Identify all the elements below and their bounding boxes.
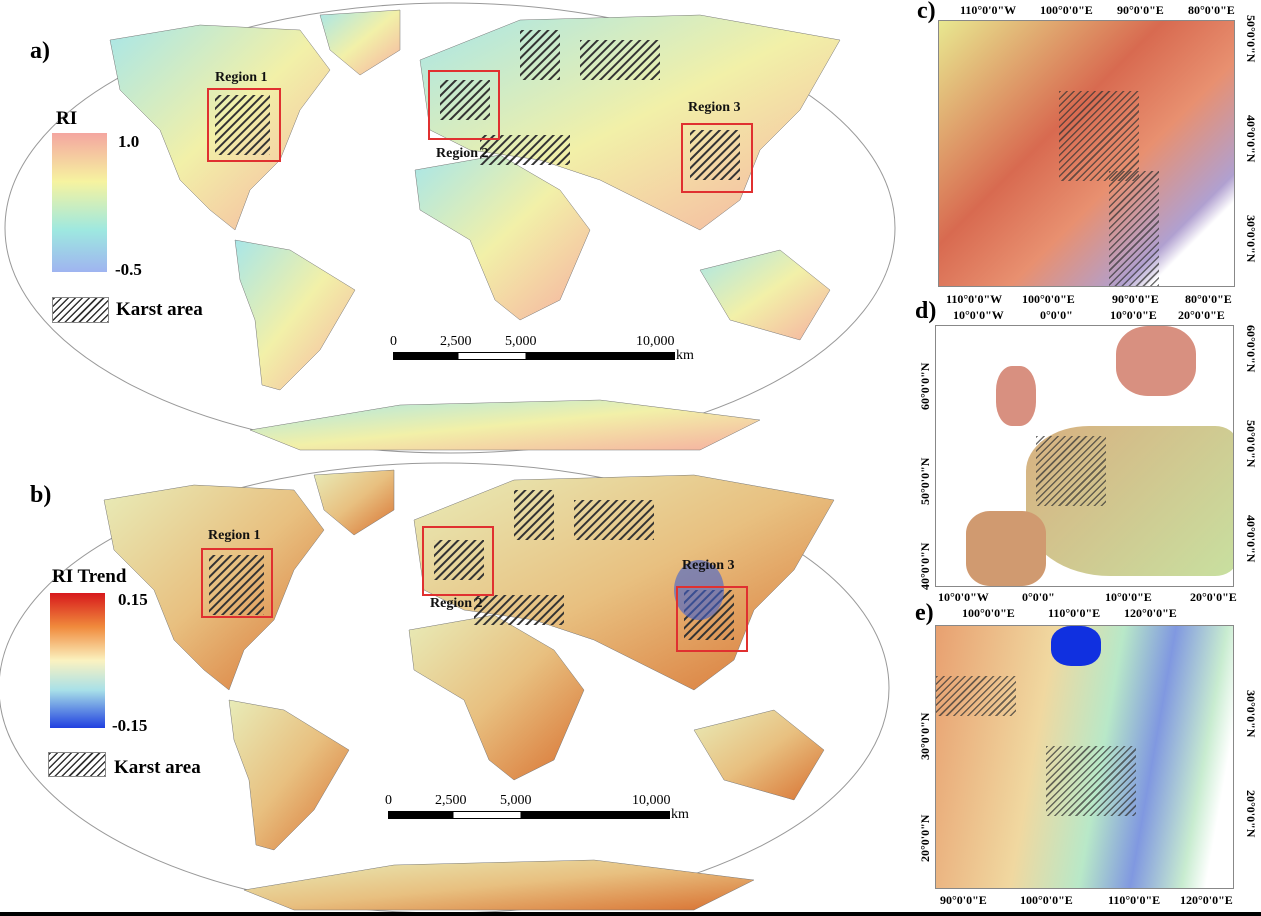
scale-tick: 5,000 — [500, 793, 532, 808]
lon-label: 10°0'0"E — [1105, 590, 1152, 604]
region-3-box — [676, 586, 748, 652]
lat-label: 30°0'0"N — [1244, 215, 1258, 263]
lon-label: 110°0'0"E — [1108, 893, 1161, 907]
region-2-box — [428, 70, 500, 140]
lon-label: 80°0'0"E — [1185, 292, 1232, 306]
scale-unit: km — [671, 807, 689, 822]
region-1-label: Region 1 — [208, 528, 261, 543]
lon-label: 100°0'0"E — [1040, 3, 1093, 17]
scale-tick: 0 — [390, 334, 397, 349]
region-2-inset-map — [935, 325, 1234, 587]
scale-tick: 0 — [385, 793, 392, 808]
region-1-inset-map — [938, 20, 1235, 287]
region-2-label: Region 2 — [436, 146, 489, 161]
lat-label: 60°0'0"N — [1244, 325, 1258, 373]
karst-swatch — [52, 297, 109, 323]
scale-tick: 2,500 — [435, 793, 467, 808]
lat-label: 50°0'0"N — [918, 457, 932, 505]
region-1-box — [201, 548, 273, 618]
region-1-label: Region 1 — [215, 70, 268, 85]
lon-label: 10°0'0"W — [953, 308, 1004, 322]
region-3-inset-map — [935, 625, 1234, 889]
karst-label: Karst area — [114, 757, 201, 778]
lon-label: 110°0'0"E — [1048, 606, 1101, 620]
lon-label: 120°0'0"E — [1124, 606, 1177, 620]
lat-label: 40°0'0"N — [918, 542, 932, 590]
lon-label: 90°0'0"E — [1117, 3, 1164, 17]
lat-label: 30°0'0"N — [918, 712, 932, 760]
panel-a-map — [4, 2, 896, 454]
lat-label: 30°0'0"N — [1244, 690, 1258, 738]
karst-swatch — [48, 752, 106, 777]
ri-trend-legend-title: RI Trend — [52, 566, 127, 587]
lon-label: 110°0'0"W — [946, 292, 1003, 306]
scale-bar-b — [388, 811, 670, 819]
region-2-box — [422, 526, 494, 596]
lat-label: 40°0'0"N — [1244, 515, 1258, 563]
lat-label: 40°0'0"N — [1244, 115, 1258, 163]
lon-label: 110°0'0"W — [960, 3, 1017, 17]
lon-label: 90°0'0"E — [940, 893, 987, 907]
ri-min: -0.5 — [115, 260, 142, 279]
region-3-box — [681, 123, 753, 193]
ri-trend-max: 0.15 — [118, 590, 148, 609]
scale-tick: 10,000 — [636, 334, 675, 349]
panel-b-label: b) — [30, 482, 52, 508]
lon-label: 20°0'0"E — [1178, 308, 1225, 322]
lon-label: 0°0'0" — [1022, 590, 1055, 604]
scale-tick: 5,000 — [505, 334, 537, 349]
panel-e-label: e) — [915, 600, 934, 626]
lon-label: 80°0'0"E — [1188, 3, 1235, 17]
panel-d-label: d) — [915, 298, 937, 325]
lon-label: 0°0'0" — [1040, 308, 1073, 322]
ri-colorbar — [52, 133, 107, 272]
lon-label: 120°0'0"E — [1180, 893, 1233, 907]
region-3-label: Region 3 — [682, 558, 735, 573]
ri-max: 1.0 — [118, 132, 140, 151]
lon-label: 100°0'0"E — [962, 606, 1015, 620]
ri-trend-min: -0.15 — [112, 716, 148, 735]
region-2-label: Region 2 — [430, 596, 483, 611]
lon-label: 100°0'0"E — [1022, 292, 1075, 306]
lat-label: 50°0'0"N — [1244, 15, 1258, 63]
karst-label: Karst area — [116, 299, 203, 320]
bottom-border — [0, 912, 1261, 916]
scale-unit: km — [676, 348, 694, 363]
scale-bar-a — [393, 352, 675, 360]
lon-label: 10°0'0"E — [1110, 308, 1157, 322]
panel-a-label: a) — [30, 38, 50, 64]
lon-label: 20°0'0"E — [1190, 590, 1237, 604]
ri-legend-title: RI — [56, 108, 78, 129]
region-1-box — [207, 88, 281, 162]
lon-label: 100°0'0"E — [1020, 893, 1073, 907]
lat-label: 20°0'0"N — [1244, 790, 1258, 838]
ri-trend-colorbar — [50, 593, 105, 728]
lon-label: 10°0'0"W — [938, 590, 989, 604]
scale-tick: 2,500 — [440, 334, 472, 349]
scale-tick: 10,000 — [632, 793, 671, 808]
panel-c-label: c) — [917, 0, 936, 24]
region-3-label: Region 3 — [688, 100, 741, 115]
lat-label: 20°0'0"N — [918, 814, 932, 862]
lat-label: 60°0'0"N — [918, 362, 932, 410]
lon-label: 90°0'0"E — [1112, 292, 1159, 306]
lat-label: 50°0'0"N — [1244, 420, 1258, 468]
